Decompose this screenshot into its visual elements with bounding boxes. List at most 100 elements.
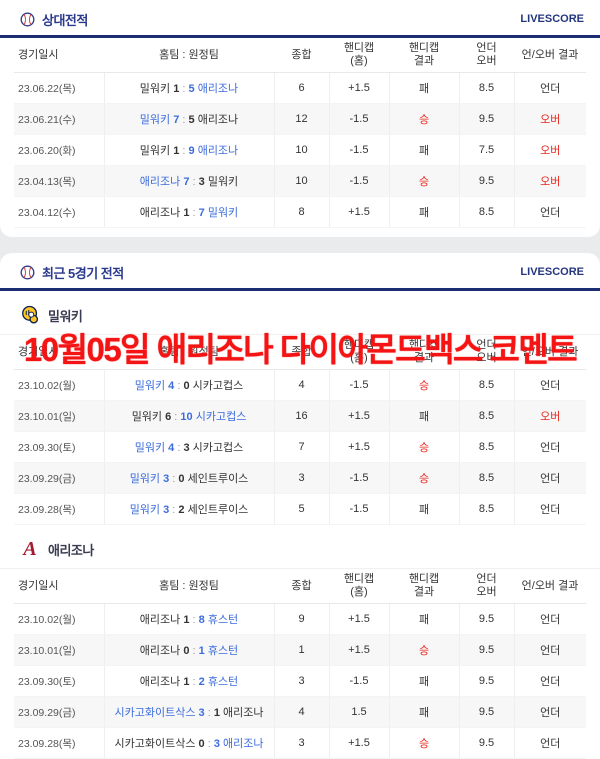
away-team: 0 세인트루이스 [178,473,249,485]
away-score: 2 [178,504,185,516]
section-title: 상대전적 [42,12,88,28]
column-header: 핸디캡 (홈) [329,38,389,73]
total-score: 3 [273,462,329,494]
underover-result: 언더 [513,462,586,494]
score-colon: : [174,380,184,392]
table-row: 23.04.13(목) 애리조나 7 : 3 밀워키 10 -1.5 승 9.5 오버 [14,165,586,197]
column-header: 핸디캡 결과 [389,335,459,370]
underover-line: 8.5 [458,462,514,494]
match-date: 23.09.30(토) [14,665,104,697]
match-teams-score: 애리조나 1 : 7 밀워키 [103,196,274,228]
home-score: 0 [183,645,190,657]
handicap-result: 패 [388,196,459,228]
underover-line: 9.5 [458,165,514,197]
home-team: 밀워키 1 [139,145,180,157]
away-team: 3 애리조나 [213,738,264,750]
baseball-icon [20,265,35,279]
handicap-result: 패 [388,134,459,166]
column-header: 종합 [274,335,329,370]
h2h-table: 경기일시 홈팀 : 원정팀 종합 핸디캡 (홈) 핸디캡 결과 언더 오버 언/오버 결과 2… [14,38,586,228]
match-date: 23.06.22(목) [14,72,104,104]
match-date: 23.06.21(수) [14,103,104,135]
away-score: 3 [213,738,220,750]
away-team: 1 휴스턴 [198,645,239,657]
section-title: 최근 5경기 전적 [42,265,124,281]
table-row: 23.06.21(수) 밀워키 7 : 5 애리조나 12 -1.5 승 9.5 오버 [14,103,586,135]
header-row: 경기일시 홈팀 : 원정팀 종합 핸디캡 (홈) 핸디캡 결과 언더 오버 언/오버 결과 [14,335,586,370]
match-teams-score: 밀워키 1 : 5 애리조나 [103,72,274,104]
home-score: 3 [163,473,170,485]
handicap-result: 승 [388,634,459,666]
underover-line: 9.5 [458,727,514,759]
underover-line: 7.5 [458,134,514,166]
section-divider [0,288,600,291]
match-teams-score: 밀워키 4 : 3 시카고컵스 [103,431,274,463]
away-team: 5 애리조나 [188,114,239,126]
match-teams-score: 애리조나 7 : 3 밀워키 [103,165,274,197]
livescore-link[interactable]: LIVESCORE [520,266,584,278]
total-score: 16 [273,400,329,432]
section-divider [0,35,600,38]
total-score: 5 [273,493,329,525]
diamondbacks-a-logo-icon: A [23,538,37,560]
handicap-value: +1.5 [328,400,389,432]
total-score: 10 [273,134,329,166]
match-date: 23.10.02(월) [14,369,104,401]
match-date: 23.09.28(목) [14,493,104,525]
score-colon: : [179,83,189,95]
table-row: 23.09.30(토) 밀워키 4 : 3 시카고컵스 7 +1.5 승 8.5 언더 [14,431,586,463]
match-teams-score: 애리조나 1 : 2 휴스턴 [103,665,274,697]
match-teams-score: 시카고화이트삭스 0 : 3 애리조나 [103,727,274,759]
home-team: 애리조나 1 [139,207,190,219]
handicap-value: +1.5 [328,634,389,666]
handicap-result: 패 [388,72,459,104]
brewers-glove-logo-icon [22,305,39,324]
handicap-value: +1.5 [328,196,389,228]
underover-line: 8.5 [458,369,514,401]
total-score: 3 [273,727,329,759]
total-score: 4 [273,369,329,401]
away-team: 2 세인트루이스 [178,504,249,516]
total-score: 8 [273,196,329,228]
away-team: 9 애리조나 [188,145,239,157]
handicap-value: -1.5 [328,493,389,525]
home-team: 시카고화이트삭스 3 [114,707,205,719]
away-team: 1 애리조나 [213,707,264,719]
away-score: 3 [198,176,205,188]
table-row: 23.10.01(일) 밀워키 6 : 10 시카고컵스 16 +1.5 패 8.5 오버 [14,400,586,432]
away-team: 3 밀워키 [198,176,239,188]
away-score: 5 [188,83,195,95]
handicap-result: 승 [388,431,459,463]
section-header: 상대전적 LIVESCORE [0,0,600,35]
handicap-value: +1.5 [328,603,389,635]
table-row: 23.09.28(목) 밀워키 3 : 2 세인트루이스 5 -1.5 패 8.5 언더 [14,493,586,525]
handicap-result: 패 [388,493,459,525]
table-row: 23.10.01(일) 애리조나 0 : 1 휴스턴 1 +1.5 승 9.5 언더 [14,634,586,666]
home-score: 1 [173,83,180,95]
header-row: 경기일시 홈팀 : 원정팀 종합 핸디캡 (홈) 핸디캡 결과 언더 오버 언/오버 결과 [14,38,586,73]
table-row: 23.10.02(월) 밀워키 4 : 0 시카고컵스 4 -1.5 승 8.5 언더 [14,369,586,401]
match-teams-score: 밀워키 3 : 2 세인트루이스 [103,493,274,525]
score-colon: : [189,676,199,688]
column-header: 언더 오버 [459,569,514,604]
column-header: 핸디캡 결과 [389,38,459,73]
column-header: 핸디캡 (홈) [329,569,389,604]
column-header: 핸디캡 (홈) [329,335,389,370]
underover-line: 9.5 [458,634,514,666]
underover-result: 언더 [513,696,586,728]
handicap-value: -1.5 [328,103,389,135]
column-header: 홈팀 : 원정팀 [104,38,274,73]
handicap-result: 승 [388,727,459,759]
handicap-result: 승 [388,462,459,494]
home-team: 애리조나 0 [139,645,190,657]
underover-result: 언더 [513,431,586,463]
away-team: 8 휴스턴 [198,614,239,626]
home-team: 애리조나 1 [139,676,190,688]
match-teams-score: 밀워키 6 : 10 시카고컵스 [103,400,274,432]
away-score: 3 [183,442,190,454]
score-colon: : [169,504,179,516]
underover-line: 8.5 [458,72,514,104]
column-header: 종합 [274,569,329,604]
livescore-link[interactable]: LIVESCORE [520,13,584,25]
total-score: 10 [273,165,329,197]
